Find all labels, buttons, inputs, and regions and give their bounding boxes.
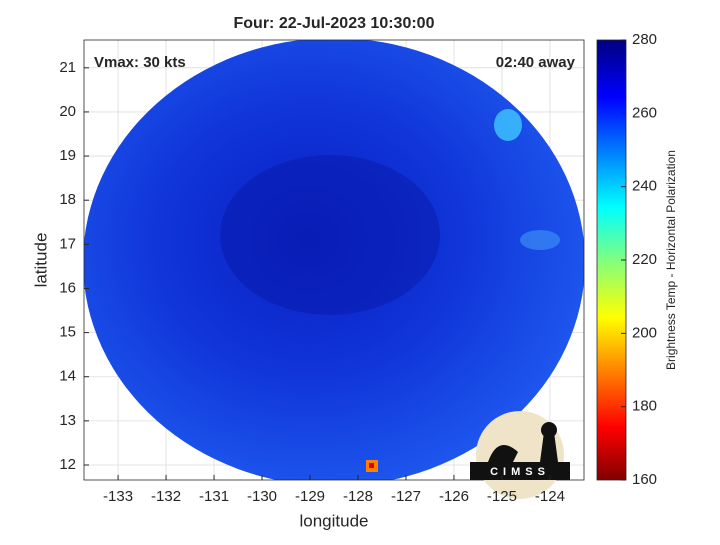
x-tick-label: -127 bbox=[391, 488, 421, 505]
x-tick-label: -129 bbox=[295, 488, 325, 505]
axes-box bbox=[83, 39, 585, 481]
y-tick-label: 21 bbox=[59, 59, 76, 76]
image bbox=[84, 40, 584, 480]
x-tick-label: -130 bbox=[247, 488, 277, 505]
x-tick-label: -128 bbox=[343, 488, 373, 505]
x-tick-label: -132 bbox=[151, 488, 181, 505]
logo: CIMSS bbox=[470, 411, 570, 499]
y-tick-label: 20 bbox=[59, 103, 76, 120]
y-axis-label: latitude bbox=[31, 233, 50, 288]
colorbar-tick-label: 260 bbox=[632, 104, 657, 121]
y-tick-label: 12 bbox=[59, 456, 76, 473]
x-tick-label: -125 bbox=[487, 488, 517, 505]
logo-text: CIMSS bbox=[490, 466, 550, 478]
y-tick-label: 17 bbox=[59, 235, 76, 252]
colorbar-tick-label: 220 bbox=[632, 251, 657, 268]
warm-patch bbox=[520, 230, 560, 250]
y-tick-label: 16 bbox=[59, 279, 76, 296]
colorbar-tick-label: 280 bbox=[632, 31, 657, 48]
x-tick-label: -124 bbox=[535, 488, 565, 505]
colorbar-tick-label: 240 bbox=[632, 178, 657, 195]
colorbar-tick-label: 200 bbox=[632, 324, 657, 341]
y-tick-label: 13 bbox=[59, 412, 76, 429]
logo-shape bbox=[541, 422, 557, 438]
x-tick-label: -126 bbox=[439, 488, 469, 505]
y-tick-label: 18 bbox=[59, 191, 76, 208]
y-tick-label: 14 bbox=[59, 368, 76, 385]
dark-core bbox=[220, 155, 440, 315]
logo-band bbox=[470, 462, 570, 480]
annotation: 02:40 away bbox=[496, 54, 576, 71]
annotation: Vmax: 30 kts bbox=[94, 54, 186, 71]
x-tick-label: -131 bbox=[199, 488, 229, 505]
y-tick-label: 19 bbox=[59, 147, 76, 164]
y-tick-label: 15 bbox=[59, 324, 76, 341]
hot-spot bbox=[369, 463, 374, 468]
x-tick-label: -133 bbox=[103, 488, 133, 505]
colorbar-label: Brightness Temp - Horizontal Polarizatio… bbox=[664, 150, 678, 370]
title: Four: 22-Jul-2023 10:30:00 bbox=[234, 15, 435, 32]
colorbar-tick-label: 160 bbox=[632, 471, 657, 488]
warm-patch bbox=[494, 109, 522, 141]
logo-shape bbox=[488, 432, 558, 464]
x-axis-label: longitude bbox=[299, 511, 368, 530]
colorbar-tick-label: 180 bbox=[632, 398, 657, 415]
